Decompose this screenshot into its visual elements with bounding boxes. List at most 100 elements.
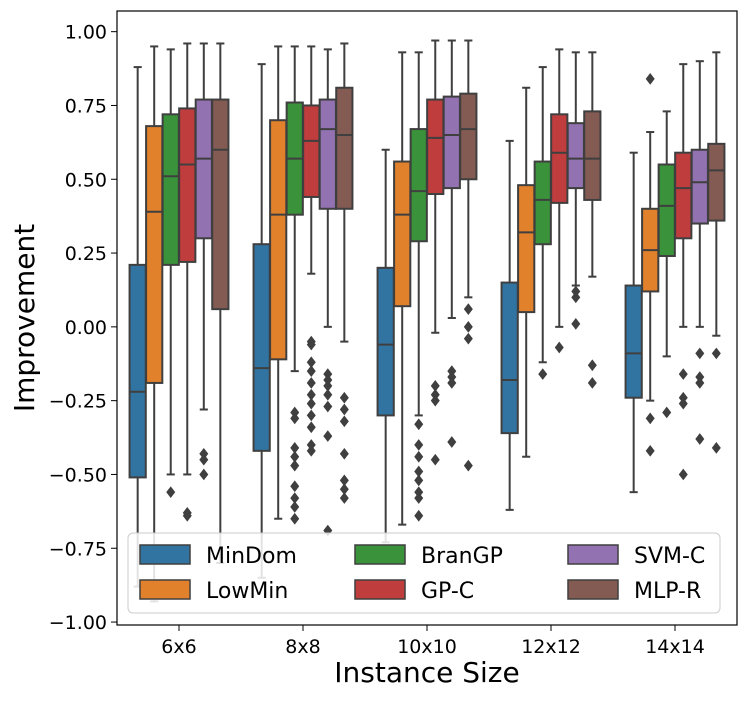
outlier-point (463, 332, 473, 345)
outlier-point (306, 365, 316, 377)
outlier-point (290, 442, 300, 454)
outlier-point (430, 388, 440, 401)
box-iqr (657, 163, 676, 258)
outlier-point (323, 400, 333, 413)
y-tick-label: 0.25 (65, 243, 107, 265)
legend-swatch-lowmin (139, 579, 191, 600)
outlier-point (414, 486, 424, 499)
outlier-point (339, 492, 349, 504)
box-mindom-10x10 (376, 148, 395, 544)
outlier-point (554, 341, 564, 354)
outlier-point (463, 321, 473, 333)
box-iqr (624, 284, 643, 399)
outlier-point (695, 433, 705, 445)
outlier-point (678, 468, 688, 481)
box-iqr (376, 266, 395, 417)
box-iqr (566, 122, 585, 190)
outlier-point (447, 377, 457, 389)
outlier-point (414, 439, 424, 451)
outlier-point (306, 338, 316, 351)
outlier-point (695, 371, 705, 383)
outlier-point (414, 465, 424, 478)
outlier-point (306, 377, 316, 389)
legend-swatch-mlp-r (567, 579, 619, 600)
box-gp-c-12x12 (550, 48, 569, 354)
box-iqr (459, 92, 478, 181)
y-tick-label: 0.75 (65, 95, 107, 117)
outlier-point (447, 436, 457, 448)
box-iqr (393, 160, 412, 308)
box-svm-c-10x10 (442, 39, 461, 448)
outlier-point (290, 480, 300, 493)
box-mlp-r-10x10 (459, 39, 478, 472)
outlier-point (290, 412, 300, 425)
box-iqr (707, 142, 726, 222)
x-tick-label: 12x12 (521, 636, 581, 658)
legend: MinDom LowMin BranGP GP-C SVM-C MLP-R (127, 532, 721, 614)
outlier-point (323, 430, 333, 442)
box-mindom-14x14 (624, 151, 643, 494)
outlier-point (290, 501, 300, 513)
box-mindom-12x12 (500, 139, 519, 511)
outlier-point (339, 415, 349, 428)
box-iqr (194, 98, 213, 240)
box-mlp-r-12x12 (583, 51, 602, 389)
y-tick-label: 1.00 (65, 22, 107, 44)
outlier-point (571, 318, 581, 330)
legend-swatch-gp-c (354, 579, 406, 600)
outlier-point (339, 403, 349, 416)
outlier-point (323, 388, 333, 401)
outlier-point (678, 397, 688, 410)
y-tick-label: 0.50 (65, 169, 107, 191)
outlier-point (447, 371, 457, 383)
outlier-point (306, 439, 316, 451)
box-brangp-12x12 (533, 66, 552, 380)
outlier-point (290, 406, 300, 419)
outlier-point (306, 409, 316, 422)
outlier-point (306, 421, 316, 434)
outlier-point (166, 486, 176, 499)
box-gp-c-8x8 (302, 45, 321, 457)
box-iqr (335, 86, 354, 210)
box-mlp-r-6x6 (211, 42, 230, 565)
x-tick-label: 8x8 (285, 636, 320, 658)
outlier-point (339, 447, 349, 460)
box-iqr (517, 184, 536, 314)
legend-label: LowMin (206, 579, 288, 604)
outlier-point (447, 365, 457, 377)
outlier-point (645, 412, 655, 425)
box-mlp-r-8x8 (335, 42, 354, 504)
box-iqr (318, 98, 337, 210)
x-tick-label: 6x6 (161, 636, 196, 658)
outlier-point (290, 459, 300, 472)
legend-label: SVM-C (634, 544, 705, 569)
outlier-point (430, 394, 440, 407)
outlier-point (199, 453, 209, 466)
outlier-point (430, 380, 440, 392)
outlier-point (695, 347, 705, 360)
outlier-point (645, 444, 655, 457)
outlier-point (678, 368, 688, 380)
outlier-point (290, 512, 300, 525)
box-iqr (674, 151, 693, 240)
y-axis: −1.00 −0.75 −0.50 −0.25 0.00 0.25 0.50 0.75 1.00 (49, 22, 117, 634)
box-iqr (178, 107, 197, 263)
outlier-point (587, 359, 597, 372)
legend-label: BranGP (421, 544, 503, 569)
outlier-point (290, 492, 300, 504)
outlier-point (414, 418, 424, 431)
outlier-point (662, 406, 672, 419)
outlier-point (463, 303, 473, 315)
legend-label: MLP-R (634, 579, 701, 604)
y-tick-label: −1.00 (49, 612, 107, 634)
box-iqr (302, 104, 321, 198)
box-lowmin-12x12 (517, 86, 536, 458)
outlier-point (199, 447, 209, 460)
x-axis-label: Instance Size (334, 656, 519, 689)
outlier-point (414, 474, 424, 487)
outlier-point (339, 483, 349, 496)
box-iqr (690, 148, 709, 225)
box-brangp-10x10 (409, 51, 428, 522)
box-iqr (409, 128, 428, 243)
